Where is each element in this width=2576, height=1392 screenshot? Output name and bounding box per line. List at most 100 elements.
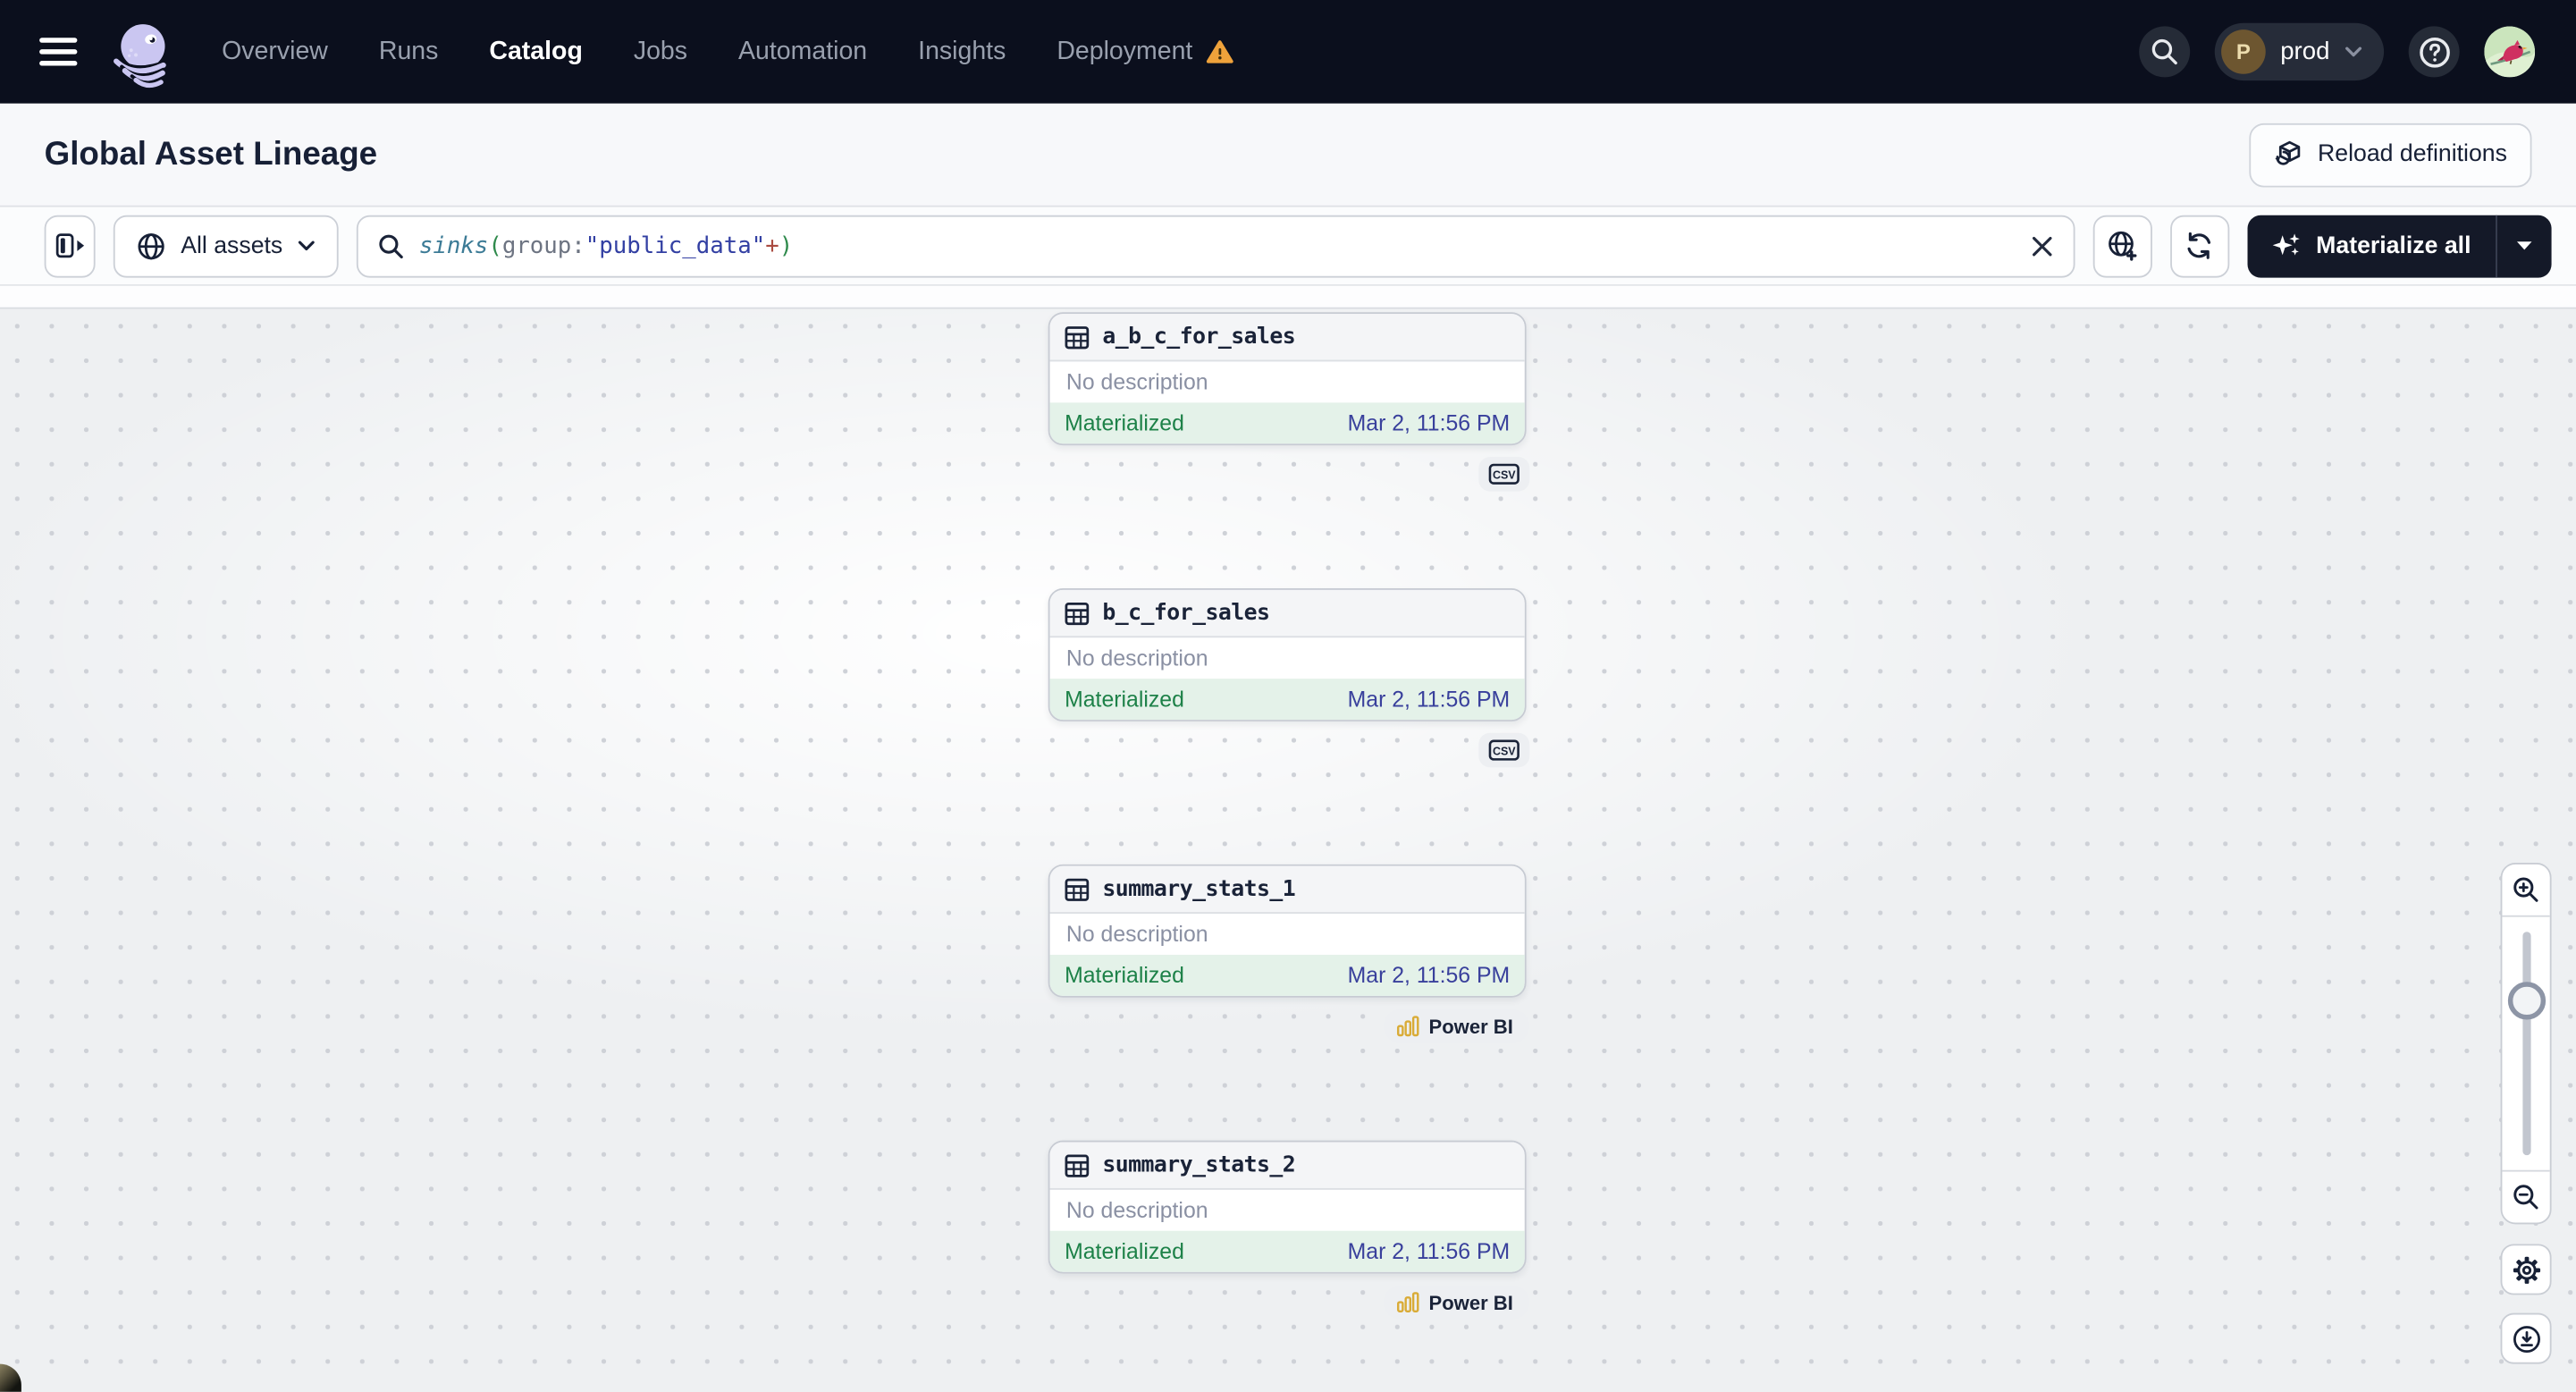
clear-query-button[interactable] bbox=[2030, 234, 2053, 257]
asset-node-header: a_b_c_for_sales bbox=[1049, 314, 1525, 362]
table-icon bbox=[1065, 325, 1090, 349]
kind-tags-row: CSV bbox=[1048, 456, 1530, 492]
table-icon bbox=[1065, 602, 1090, 625]
refresh-button[interactable] bbox=[2169, 214, 2229, 277]
query-close-paren: ) bbox=[779, 232, 794, 259]
materialization-timestamp[interactable]: Mar 2, 11:56 PM bbox=[1347, 963, 1511, 988]
lineage-toolbar: All assets sinks(group:"public_data"+) bbox=[0, 207, 2576, 286]
query-attribute: group: bbox=[501, 232, 585, 259]
nav-item-jobs[interactable]: Jobs bbox=[633, 37, 688, 65]
kind-tag-power-bi[interactable]: Power BI bbox=[1383, 1285, 1530, 1320]
help-button[interactable] bbox=[2408, 26, 2460, 78]
nav-item-insights[interactable]: Insights bbox=[918, 37, 1006, 65]
search-button[interactable] bbox=[2139, 26, 2191, 78]
reload-definitions-label: Reload definitions bbox=[2318, 141, 2507, 168]
asset-name: summary_stats_2 bbox=[1102, 1152, 1296, 1178]
kind-tag-power-bi[interactable]: Power BI bbox=[1383, 1008, 1530, 1044]
deployment-switcher[interactable]: P prod bbox=[2214, 22, 2385, 81]
asset-status-bar: Materialized Mar 2, 11:56 PM bbox=[1049, 402, 1525, 444]
split-button-divider bbox=[2496, 214, 2497, 277]
asset-name: summary_stats_1 bbox=[1102, 875, 1296, 903]
deployment-label: Deployment bbox=[1056, 37, 1193, 65]
deployment-name: prod bbox=[2280, 38, 2330, 66]
nav-item-deployment[interactable]: Deployment bbox=[1056, 37, 1233, 66]
asset-selection-query: sinks(group:"public_data"+) bbox=[419, 232, 2016, 258]
search-icon bbox=[2151, 38, 2177, 65]
materialize-all-label: Materialize all bbox=[2316, 232, 2471, 259]
materialize-options-button[interactable] bbox=[2497, 215, 2552, 277]
dagster-logo[interactable] bbox=[106, 15, 179, 88]
globe-add-icon bbox=[2109, 231, 2137, 261]
sparkles-icon bbox=[2272, 232, 2300, 255]
materialization-timestamp[interactable]: Mar 2, 11:56 PM bbox=[1347, 687, 1511, 712]
graph-settings-button[interactable] bbox=[2500, 1244, 2552, 1295]
toolbar-subbar bbox=[0, 285, 2576, 309]
csv-label: CSV bbox=[1493, 469, 1516, 482]
asset-description: No description bbox=[1065, 1197, 1208, 1223]
kind-tags-row: CSV bbox=[1048, 732, 1530, 768]
asset-filter-dropdown[interactable]: All assets bbox=[113, 214, 339, 277]
query-operator: + bbox=[765, 232, 779, 259]
warning-icon bbox=[1206, 40, 1233, 63]
csv-icon: CSV bbox=[1488, 739, 1520, 761]
csv-icon: CSV bbox=[1488, 463, 1520, 485]
query-function: sinks bbox=[418, 232, 489, 259]
page-header: Global Asset Lineage Reload definitions bbox=[0, 103, 2576, 207]
nav-item-automation[interactable]: Automation bbox=[738, 37, 868, 65]
asset-node-b-c-for-sales[interactable]: b_c_for_sales No description Materialize… bbox=[1048, 588, 1527, 721]
globe-icon bbox=[138, 232, 164, 259]
reload-definitions-button[interactable]: Reload definitions bbox=[2248, 122, 2532, 187]
zoom-in-icon bbox=[2513, 877, 2538, 902]
nav-item-runs[interactable]: Runs bbox=[378, 37, 439, 65]
open-side-panel-button[interactable] bbox=[44, 214, 96, 277]
avatar-bird-image bbox=[2484, 26, 2536, 78]
deployment-initial: P bbox=[2221, 30, 2266, 74]
kind-tag-csv[interactable]: CSV bbox=[1478, 732, 1530, 768]
zoom-in-button[interactable] bbox=[2502, 865, 2550, 917]
asset-node-summary-stats-2[interactable]: summary_stats_2 No description Materiali… bbox=[1048, 1140, 1527, 1274]
panel-expand-icon bbox=[55, 233, 84, 258]
zoom-out-button[interactable] bbox=[2502, 1169, 2550, 1223]
zoom-slider[interactable] bbox=[2502, 917, 2549, 1170]
table-icon bbox=[1065, 877, 1090, 901]
kind-tag-label: Power BI bbox=[1428, 1290, 1513, 1314]
zoom-slider-thumb[interactable] bbox=[2506, 981, 2546, 1020]
asset-status-bar: Materialized Mar 2, 11:56 PM bbox=[1049, 954, 1525, 996]
kind-tag-csv[interactable]: CSV bbox=[1478, 456, 1530, 492]
zoom-controls bbox=[2500, 863, 2552, 1225]
status-badge: Materialized bbox=[1065, 410, 1184, 436]
nav-item-catalog[interactable]: Catalog bbox=[489, 37, 583, 65]
menu-icon[interactable] bbox=[39, 38, 78, 66]
search-icon bbox=[379, 233, 403, 258]
status-badge: Materialized bbox=[1065, 687, 1184, 712]
nav-right: P prod bbox=[2139, 22, 2536, 81]
question-icon bbox=[2419, 37, 2449, 67]
materialization-timestamp[interactable]: Mar 2, 11:56 PM bbox=[1347, 410, 1511, 436]
kind-tags-row: Power BI bbox=[1048, 1285, 1530, 1320]
asset-node-summary-stats-1[interactable]: summary_stats_1 No description Materiali… bbox=[1048, 864, 1527, 998]
asset-node-a-b-c-for-sales[interactable]: a_b_c_for_sales No description Materiali… bbox=[1048, 312, 1527, 446]
gear-icon bbox=[2513, 1255, 2540, 1284]
nav-item-overview[interactable]: Overview bbox=[222, 37, 328, 65]
top-nav: Overview Runs Catalog Jobs Automation In… bbox=[0, 0, 2576, 104]
zoom-slider-track[interactable] bbox=[2521, 932, 2530, 1156]
nav-links: Overview Runs Catalog Jobs Automation In… bbox=[222, 37, 1233, 66]
status-badge: Materialized bbox=[1065, 1238, 1184, 1264]
asset-selection-input[interactable]: sinks(group:"public_data"+) bbox=[356, 214, 2075, 277]
materialization-timestamp[interactable]: Mar 2, 11:56 PM bbox=[1347, 1238, 1511, 1264]
view-full-graph-button[interactable] bbox=[2092, 214, 2152, 277]
power-bi-icon bbox=[1396, 1292, 1418, 1312]
user-avatar[interactable] bbox=[2484, 26, 2536, 78]
status-badge: Materialized bbox=[1065, 963, 1184, 988]
power-bi-icon bbox=[1396, 1016, 1418, 1037]
reload-cube-icon bbox=[2274, 140, 2300, 165]
lineage-canvas[interactable]: a_b_c_for_sales No description Materiali… bbox=[0, 308, 2576, 1392]
asset-status-bar: Materialized Mar 2, 11:56 PM bbox=[1049, 679, 1525, 721]
download-image-button[interactable] bbox=[2500, 1312, 2552, 1364]
asset-name: a_b_c_for_sales bbox=[1102, 324, 1296, 350]
materialize-all-button[interactable]: Materialize all bbox=[2247, 215, 2496, 277]
asset-status-bar: Materialized Mar 2, 11:56 PM bbox=[1049, 1230, 1525, 1272]
minimap[interactable] bbox=[0, 1363, 21, 1392]
csv-label: CSV bbox=[1493, 745, 1516, 757]
